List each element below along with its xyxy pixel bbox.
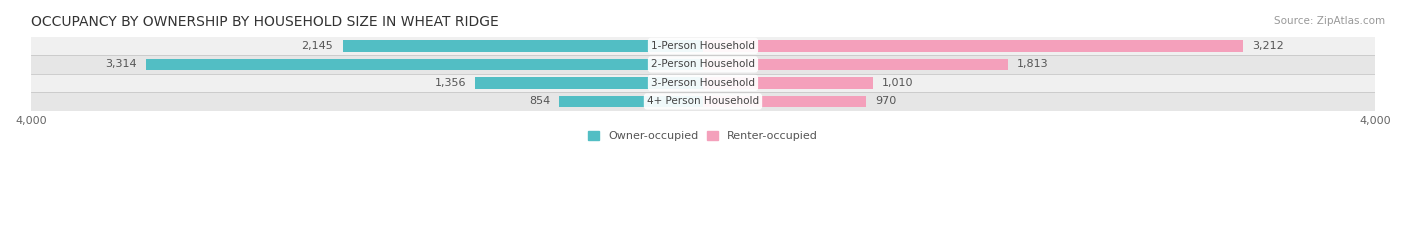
Bar [703, 77, 873, 89]
Text: Source: ZipAtlas.com: Source: ZipAtlas.com [1274, 16, 1385, 26]
Bar [31, 37, 1375, 55]
Text: 3,314: 3,314 [105, 59, 136, 69]
Text: 1,813: 1,813 [1017, 59, 1049, 69]
Bar [31, 74, 1375, 92]
Bar [475, 77, 703, 89]
Bar [31, 92, 1375, 111]
Bar [703, 96, 866, 107]
Bar [31, 55, 1375, 74]
Text: 2,145: 2,145 [301, 41, 333, 51]
Text: OCCUPANCY BY OWNERSHIP BY HOUSEHOLD SIZE IN WHEAT RIDGE: OCCUPANCY BY OWNERSHIP BY HOUSEHOLD SIZE… [31, 15, 499, 29]
Text: 1,010: 1,010 [882, 78, 914, 88]
Text: 2-Person Household: 2-Person Household [651, 59, 755, 69]
Legend: Owner-occupied, Renter-occupied: Owner-occupied, Renter-occupied [583, 126, 823, 146]
Text: 1,356: 1,356 [434, 78, 465, 88]
Text: 970: 970 [876, 96, 897, 106]
Bar [703, 59, 1008, 70]
Text: 3-Person Household: 3-Person Household [651, 78, 755, 88]
Text: 3,212: 3,212 [1251, 41, 1284, 51]
Text: 1-Person Household: 1-Person Household [651, 41, 755, 51]
Bar [343, 40, 703, 52]
Bar [560, 96, 703, 107]
Bar [146, 59, 703, 70]
Text: 854: 854 [529, 96, 550, 106]
Bar [703, 40, 1243, 52]
Text: 4+ Person Household: 4+ Person Household [647, 96, 759, 106]
